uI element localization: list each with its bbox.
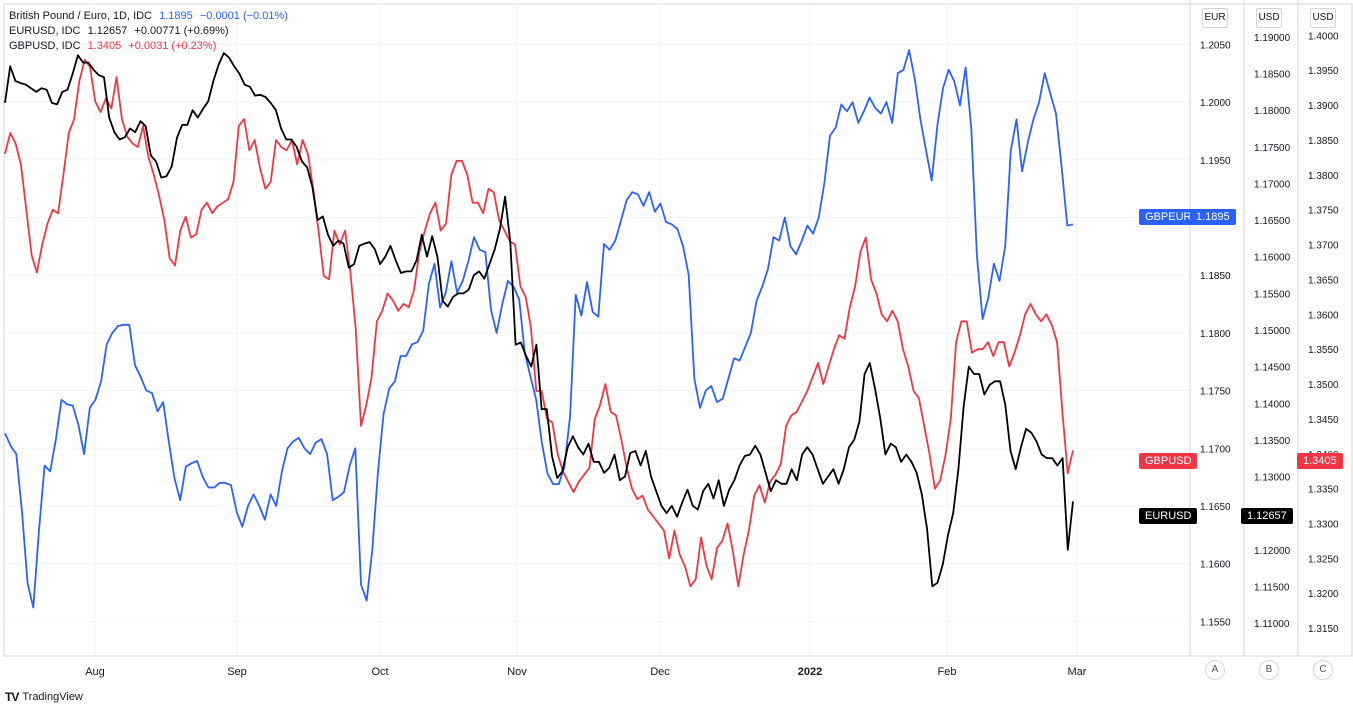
axis-a-tick-label: 1.1600	[1200, 560, 1231, 571]
legend-gbpusd-name: GBPUSD, IDC	[9, 40, 81, 52]
x-tick-label: 2022	[798, 666, 822, 678]
legend-row-gbpeur: British Pound / Euro, 1D, IDC 1.1895 −0.…	[9, 9, 288, 24]
axis-b-tick-label: 1.18000	[1254, 106, 1291, 117]
axis-c-tick-label: 1.3550	[1308, 345, 1339, 356]
axis-b-tick-label: 1.14000	[1254, 399, 1291, 410]
x-tick-label: Mar	[1068, 666, 1087, 678]
axis-b-tick-label: 1.13000	[1254, 473, 1291, 484]
gbpeur-price-tag: 1.1895	[1190, 209, 1236, 225]
legend-gbpeur-value: 1.1895	[159, 10, 193, 22]
axis-b-tick-label: 1.13500	[1254, 436, 1291, 447]
axis-c-tick-label: 1.3200	[1308, 589, 1339, 600]
axis-c-tick-label: 1.3300	[1308, 520, 1339, 531]
axis-c-tick-label: 1.4000	[1308, 31, 1339, 42]
legend-gbpusd-change: +0.0031 (+0.23%)	[128, 40, 217, 52]
axis-b-tick-label: 1.11500	[1254, 582, 1290, 593]
axis-b-tick-label: 1.17000	[1254, 179, 1291, 190]
axis-a-tick-label: 1.1950	[1200, 156, 1231, 167]
axis-c-tick-label: 1.3900	[1308, 101, 1339, 112]
axis-a-tick-label: 1.1700	[1200, 444, 1231, 455]
tradingview-brand[interactable]: TV TradingView	[5, 690, 83, 704]
legend-row-eurusd: EURUSD, IDC 1.12657 +0.00771 (+0.69%)	[9, 24, 288, 39]
axis-c-tick-label: 1.3650	[1308, 275, 1339, 286]
axis-c-tick-label: 1.3750	[1308, 206, 1339, 217]
chart-legend: British Pound / Euro, 1D, IDC 1.1895 −0.…	[9, 9, 288, 54]
axis-a-tick-label: 1.1650	[1200, 502, 1231, 513]
axis-b-currency-button[interactable]: USD	[1256, 8, 1282, 28]
axis-b-tick-label: 1.16500	[1254, 216, 1291, 227]
legend-gbpeur-name: British Pound / Euro, 1D, IDC	[9, 10, 153, 22]
gbpeur-name-tag: GBPEUR	[1139, 209, 1198, 225]
x-tick-label: Dec	[650, 666, 670, 678]
axis-a-tick-label: 1.1550	[1200, 617, 1231, 628]
series-line-eurusd	[4, 52, 1074, 588]
axis-b-button[interactable]: B	[1259, 660, 1279, 680]
axis-c-tick-label: 1.3700	[1308, 241, 1339, 252]
axis-c-tick-label: 1.3850	[1308, 136, 1339, 147]
axis-a-tick-label: 1.2050	[1200, 40, 1231, 51]
legend-row-gbpusd: GBPUSD, IDC 1.3405 +0.0031 (+0.23%)	[9, 39, 288, 54]
legend-eurusd-change: +0.00771 (+0.69%)	[134, 25, 229, 37]
x-tick-label: Oct	[371, 666, 388, 678]
series-line-gbpusd	[4, 58, 1074, 588]
axis-b-tick-label: 1.14500	[1254, 363, 1291, 374]
axis-b-tick-label: 1.17500	[1254, 143, 1291, 154]
axis-c-tick-label: 1.3350	[1308, 485, 1339, 496]
axis-c-button[interactable]: C	[1313, 660, 1333, 680]
axis-c-tick-label: 1.3600	[1308, 310, 1339, 321]
axis-b-tick-label: 1.12000	[1254, 546, 1291, 557]
axis-a-tick-label: 1.1750	[1200, 387, 1231, 398]
gbpusd-price-tag: 1.3405	[1297, 453, 1343, 469]
legend-gbpeur-change: −0.0001 (−0.01%)	[199, 10, 288, 22]
axis-a-tick-label: 1.1850	[1200, 271, 1231, 282]
axis-a-button[interactable]: A	[1205, 660, 1225, 680]
axis-c-tick-label: 1.3250	[1308, 554, 1339, 565]
x-tick-label: Aug	[85, 666, 105, 678]
axis-c-tick-label: 1.3950	[1308, 66, 1339, 77]
series-line-gbpeur	[4, 49, 1074, 609]
x-tick-label: Feb	[938, 666, 957, 678]
axis-a-tick-label: 1.1800	[1200, 329, 1231, 340]
axis-b-tick-label: 1.15000	[1254, 326, 1291, 337]
tradingview-name: TradingView	[22, 691, 83, 703]
gbpusd-name-tag: GBPUSD	[1139, 453, 1198, 469]
axis-c-currency-button[interactable]: USD	[1310, 8, 1336, 28]
axis-a-tick-label: 1.2000	[1200, 98, 1231, 109]
x-tick-label: Sep	[227, 666, 247, 678]
axis-b-tick-label: 1.11000	[1254, 619, 1290, 630]
axis-c-tick-label: 1.3150	[1308, 624, 1339, 635]
axis-c-tick-label: 1.3800	[1308, 171, 1339, 182]
axis-b-tick-label: 1.15500	[1254, 289, 1291, 300]
axis-c-tick-label: 1.3450	[1308, 415, 1339, 426]
eurusd-name-tag: EURUSD	[1139, 508, 1198, 524]
eurusd-price-tag: 1.12657	[1241, 508, 1293, 524]
axis-b-tick-label: 1.16000	[1254, 253, 1291, 264]
axis-b-tick-label: 1.19000	[1254, 33, 1291, 44]
tradingview-logo-icon: TV	[5, 690, 19, 704]
x-tick-label: Nov	[507, 666, 527, 678]
axis-b-tick-label: 1.18500	[1254, 70, 1291, 81]
axis-a-currency-button[interactable]: EUR	[1202, 8, 1228, 28]
legend-eurusd-value: 1.12657	[87, 25, 128, 37]
legend-gbpusd-value: 1.3405	[87, 40, 122, 52]
legend-eurusd-name: EURUSD, IDC	[9, 25, 81, 37]
axis-c-tick-label: 1.3500	[1308, 380, 1339, 391]
